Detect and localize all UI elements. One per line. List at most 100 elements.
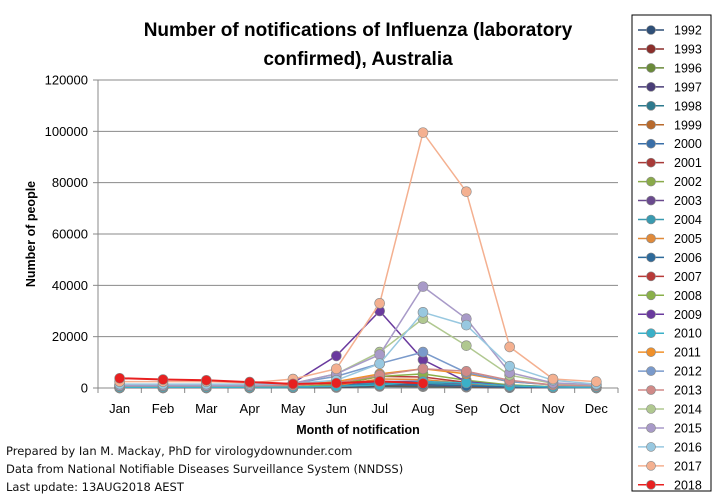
legend-swatch-marker xyxy=(646,404,656,414)
legend-label: 2007 xyxy=(674,270,702,284)
legend-swatch-marker xyxy=(646,252,656,263)
legend-label: 1993 xyxy=(674,42,702,56)
data-point-2012-Aug xyxy=(417,346,429,358)
legend-label: 2005 xyxy=(674,232,702,246)
x-axis-title: Month of notification xyxy=(296,423,420,437)
data-point-2018-Jun xyxy=(331,377,342,389)
data-point-2016-Oct xyxy=(504,360,515,372)
legend-item-1996: 1996 xyxy=(638,61,702,75)
data-point-2018-Apr xyxy=(244,376,255,388)
y-tick-label: 60000 xyxy=(52,227,88,242)
legend-item-1998: 1998 xyxy=(638,99,702,113)
legend-label: 2008 xyxy=(674,289,702,303)
data-point-2016-Jul xyxy=(374,358,385,369)
y-tick-label: 40000 xyxy=(52,278,88,293)
y-tick-label: 100000 xyxy=(45,124,88,139)
data-point-2016-Aug xyxy=(417,306,429,318)
data-point-2014-Sep xyxy=(461,340,472,351)
series-2017 xyxy=(114,127,602,389)
x-tick-label: Sep xyxy=(455,401,478,416)
legend-label: 2009 xyxy=(674,308,702,322)
legend-label: 2010 xyxy=(674,327,702,341)
legend-item-2010: 2010 xyxy=(638,327,702,341)
legend-swatch-marker xyxy=(646,271,656,282)
legend-item-2002: 2002 xyxy=(638,175,702,189)
x-tick-label: Feb xyxy=(152,401,174,416)
data-point-2018-Jan xyxy=(114,372,125,384)
x-tick-label: Jan xyxy=(109,401,130,416)
legend-swatch-marker xyxy=(646,290,656,301)
legend-item-2009: 2009 xyxy=(638,308,702,322)
data-point-2010-Sep xyxy=(461,377,472,389)
legend-label: 2018 xyxy=(674,478,702,492)
credits-block: Prepared by Ian M. Mackay, PhD for virol… xyxy=(6,442,403,496)
x-tick-label: Nov xyxy=(541,401,565,416)
data-point-2013-Sep xyxy=(461,366,472,377)
legend-swatch-marker xyxy=(646,423,656,433)
legend-label: 1996 xyxy=(674,61,702,75)
legend-item-2014: 2014 xyxy=(638,403,702,417)
data-point-2017-Dec xyxy=(591,376,602,387)
legend-swatch-marker xyxy=(646,195,656,206)
axes xyxy=(93,79,619,393)
data-point-2018-Jul xyxy=(374,376,385,387)
data-point-2013-Aug xyxy=(417,363,429,375)
data-point-2016-Sep xyxy=(461,319,472,331)
data-point-2018-Aug xyxy=(417,378,429,389)
legend-swatch-marker xyxy=(646,385,656,395)
y-tick-label: 120000 xyxy=(45,73,88,88)
legend-item-1992: 1992 xyxy=(638,24,702,38)
legend-swatch-marker xyxy=(646,479,656,490)
legend-item-2011: 2011 xyxy=(638,346,701,360)
legend-swatch-marker xyxy=(646,25,656,35)
legend-label: 1992 xyxy=(674,24,702,38)
legend-label: 2014 xyxy=(674,403,702,417)
chart-title: Number of notifications of Influenza (la… xyxy=(144,20,573,70)
legend-item-2016: 2016 xyxy=(638,440,702,454)
legend-swatch-marker xyxy=(646,63,656,73)
legend-swatch-marker xyxy=(646,82,656,92)
credit-prepared-by: Prepared by Ian M. Mackay, PhD for virol… xyxy=(6,444,353,458)
legend-item-2018: 2018 xyxy=(638,478,702,492)
legend-label: 2006 xyxy=(674,251,702,265)
x-tick-label: Dec xyxy=(585,401,609,416)
legend-label: 1998 xyxy=(674,99,702,113)
series-line-2016 xyxy=(119,311,597,385)
series-line-2010 xyxy=(119,380,597,388)
legend-label: 2016 xyxy=(674,440,702,454)
legend-swatch-marker xyxy=(646,176,656,187)
legend-label: 2000 xyxy=(674,137,702,151)
legend-swatch-marker xyxy=(646,138,656,149)
legend-swatch-marker xyxy=(646,157,656,168)
x-tick-label: Jun xyxy=(326,401,347,416)
data-point-2018-Feb xyxy=(157,374,169,385)
legend-item-2001: 2001 xyxy=(638,156,702,170)
legend-item-2017: 2017 xyxy=(638,459,702,473)
chart-title-line: Number of notifications of Influenza (la… xyxy=(144,20,573,41)
legend-item-1999: 1999 xyxy=(638,118,702,132)
y-axis-title: Number of people xyxy=(24,181,38,287)
data-point-2017-Aug xyxy=(417,127,429,138)
legend-label: 1999 xyxy=(674,118,702,132)
series-group xyxy=(114,127,602,394)
data-point-2017-Sep xyxy=(461,186,472,197)
credit-last-update: Last update: 13AUG2018 AEST xyxy=(6,480,184,494)
series-2018 xyxy=(114,372,429,390)
legend-label: 2015 xyxy=(674,421,702,435)
series-line-2014 xyxy=(119,317,597,387)
legend-swatch-marker xyxy=(646,366,656,376)
x-tick-label: Oct xyxy=(500,401,521,416)
legend-label: 2003 xyxy=(674,194,702,208)
legend-item-2003: 2003 xyxy=(638,194,702,208)
series-line-2015 xyxy=(119,285,597,387)
legend-swatch-marker xyxy=(646,461,656,471)
legend-item-2013: 2013 xyxy=(638,384,702,398)
legend-label: 2013 xyxy=(674,384,702,398)
x-tick-label: Mar xyxy=(195,401,218,416)
data-point-2017-Jul xyxy=(374,297,385,309)
legend-swatch-marker xyxy=(646,101,656,111)
legend-swatch-marker xyxy=(646,328,656,339)
legend-item-2008: 2008 xyxy=(638,289,702,303)
